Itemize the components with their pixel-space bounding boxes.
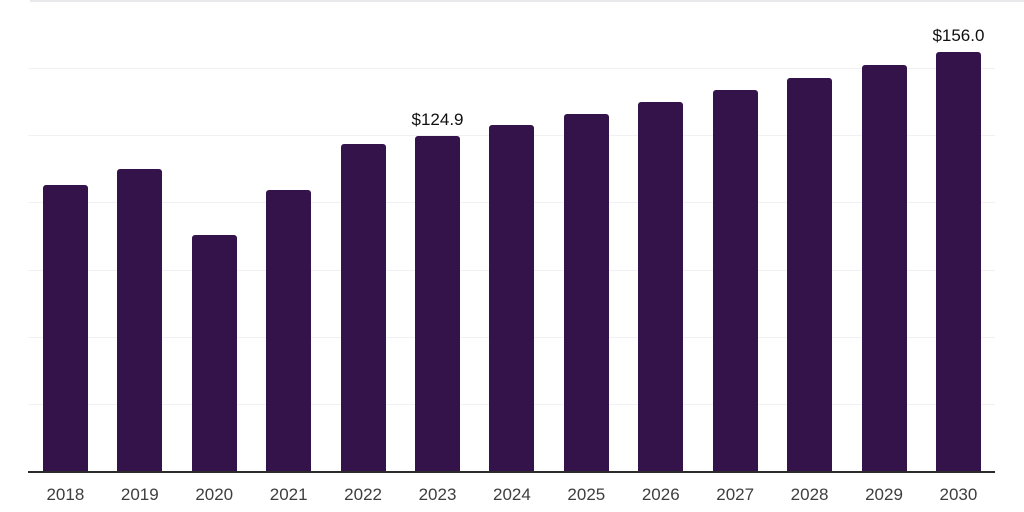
- bar-2028: [787, 77, 833, 471]
- x-tick-label-2025: 2025: [567, 485, 606, 504]
- bar-2018: [42, 184, 88, 471]
- x-axis-line: [28, 471, 995, 473]
- chart-top-border: [30, 0, 1024, 2]
- bar-value-label-2030: $156.0: [932, 26, 985, 46]
- x-tick-label-2018: 2018: [46, 485, 85, 504]
- bar-2020: [191, 235, 237, 471]
- x-tick-label-2030: 2030: [939, 485, 978, 504]
- gridline: [28, 68, 995, 70]
- bar-2030: [935, 52, 981, 471]
- x-tick-label-2021: 2021: [269, 485, 308, 504]
- bar-2019: [117, 169, 163, 471]
- bar-2029: [861, 65, 907, 471]
- x-tick-label-2028: 2028: [790, 485, 829, 504]
- x-tick-label-2024: 2024: [492, 485, 531, 504]
- x-tick-label-2019: 2019: [120, 485, 159, 504]
- bar-2022: [340, 144, 386, 471]
- bar-2027: [712, 90, 758, 471]
- bar-2023: [415, 135, 460, 471]
- x-tick-label-2027: 2027: [716, 485, 755, 504]
- bar-2021: [266, 189, 312, 471]
- bar-2025: [563, 113, 609, 471]
- x-tick-label-2022: 2022: [344, 485, 382, 504]
- bar-value-label-2023: $124.9: [411, 109, 464, 129]
- x-tick-label-2029: 2029: [865, 485, 903, 504]
- x-tick-label-2026: 2026: [641, 485, 680, 504]
- bar-2026: [638, 101, 684, 471]
- x-tick-label-2020: 2020: [195, 485, 234, 504]
- bar-2024: [489, 124, 535, 471]
- x-tick-label-2023: 2023: [418, 485, 457, 504]
